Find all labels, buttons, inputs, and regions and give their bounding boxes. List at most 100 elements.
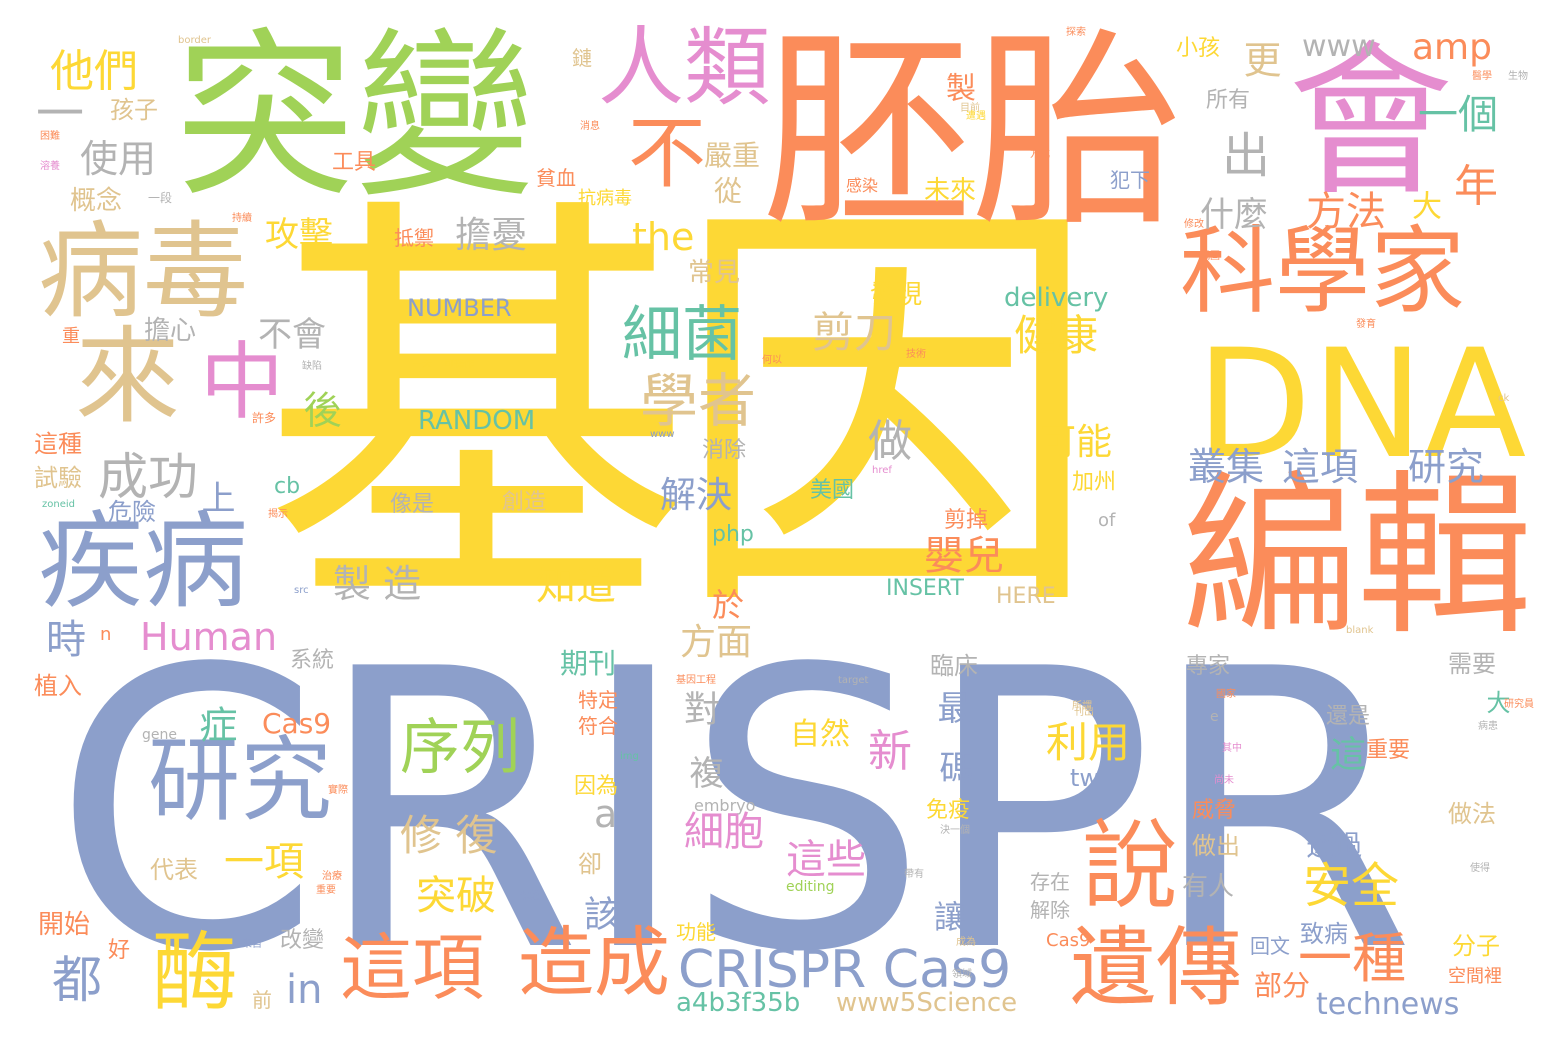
word-yichuan: 遺傳 (1070, 918, 1242, 1018)
word-guojia: 國家 (1216, 689, 1236, 700)
word-chixu: 持續 (232, 213, 252, 224)
word-rang: 讓 (929, 900, 967, 932)
word-bingdu: 病毒 (38, 211, 249, 333)
word-xiangshi: 像是 (390, 492, 435, 517)
word-qizhong: 其中 (1222, 743, 1242, 754)
word-bufen: 部分 (1254, 969, 1311, 1002)
word-mianyi: 免疫 (926, 798, 971, 823)
word-shi: 時 (39, 618, 85, 658)
word-zui: 最 (931, 690, 971, 724)
word-mei: 酶 (152, 923, 238, 1023)
word-xin: 新 (868, 726, 912, 777)
word-fangshi: 方式 (1030, 149, 1050, 160)
word-weilai: 未來 (924, 176, 977, 206)
word-peitai: 胚胎 (762, 10, 1183, 255)
word-href: href (872, 465, 892, 476)
word-of: of (1098, 510, 1116, 531)
word-diyu: 抵禦 (394, 226, 434, 250)
word-shitu: 試圖 (1200, 251, 1220, 262)
word-gene: gene (142, 727, 177, 743)
word-jieshi: 揭示 (268, 509, 288, 520)
word-random: RANDOM (418, 406, 536, 436)
word-shangwei: 尚未 (1214, 775, 1234, 786)
word-src: src (294, 585, 309, 596)
word-zhongyao: 重要 (1366, 738, 1411, 763)
word-meiguo: 美國 (810, 478, 855, 503)
word-lai: 來 (75, 316, 181, 438)
word-linchuang: 臨床 (930, 652, 978, 680)
word-jiyingongcheng: 基因工程 (676, 675, 716, 686)
word-bianji: 編輯 (1182, 456, 1532, 659)
word-in: in (286, 967, 323, 1013)
word-yinger: 嬰兒 (924, 533, 1004, 579)
word-xitong: 系統 (290, 648, 335, 673)
word-www5science: www5Science (836, 988, 1018, 1018)
word-fanxia: 犯下 (1110, 168, 1150, 192)
word-weixie: 威脅 (1192, 798, 1237, 823)
word-ganran: 感染 (846, 176, 879, 195)
word-haishi: 還是 (1326, 704, 1371, 729)
word-crispr-large: CRISPR (52, 588, 1416, 1036)
word-dui: 對 (678, 690, 719, 726)
word-img: img (620, 751, 639, 762)
word-dna: DNA (1196, 318, 1527, 492)
word-zhiru: 植入 (34, 672, 82, 700)
word-kongjianli: 空間裡 (1448, 966, 1502, 987)
word-jiyin: 基因 (262, 165, 1102, 665)
word-ma: 碼 (933, 750, 973, 784)
word-congji: 叢集 (1188, 445, 1265, 489)
word-amp: amp (1412, 27, 1492, 68)
word-baohu: 保護 (520, 891, 540, 902)
word-tupo: 突破 (416, 873, 496, 919)
word-shide: 使得 (1470, 863, 1490, 874)
word-xulie: 序列 (400, 713, 520, 783)
word-zhizao: 製 造 (333, 562, 422, 606)
word-heyi: 何以 (762, 355, 782, 366)
word-bu: 不 (628, 109, 707, 199)
word-embryo: embryo (694, 796, 756, 815)
word-yanzhong: 嚴重 (704, 139, 761, 172)
word-cas9-a: Cas9 (262, 707, 332, 740)
word-zhexiang-large: 這項 (340, 926, 485, 1010)
word-delivery: delivery (1004, 283, 1109, 313)
word-shiyong: 使用 (80, 137, 157, 181)
word-xiugai: 修改 (1184, 219, 1204, 230)
word-kunnan: 困難 (40, 131, 60, 142)
word-lian: 鏈 (572, 46, 592, 70)
word-suoyou: 所有 (1206, 88, 1251, 113)
word-cunzai: 存在 (1030, 870, 1070, 894)
word-jiechu: 解除 (1030, 898, 1070, 922)
word-zhe: 這 (1324, 735, 1365, 771)
word-zhidao: 知道 (536, 563, 616, 609)
word-xibao: 細胞 (684, 809, 764, 855)
word-xuyao: 需要 (1448, 650, 1496, 678)
word-e: e (1210, 709, 1219, 725)
word-shuo: 說 (1082, 810, 1178, 922)
word-zhiliao: 治療 (322, 871, 342, 882)
word-chengwei: 成為 (956, 937, 976, 948)
word-blank: blank (1346, 625, 1374, 636)
word-suowei: 所謂 (1072, 701, 1092, 712)
word-yige: 一個 (1418, 92, 1498, 138)
word-dou: 都 (52, 951, 102, 1009)
word-changjian: 常見 (688, 258, 741, 288)
word-youren: 有人 (1182, 872, 1235, 902)
word-jiankang: 健康 (1014, 311, 1099, 360)
word-border: border (178, 35, 212, 46)
word-daiyou: 帶有 (904, 869, 924, 880)
word-kexuejia: 科學家 (1180, 217, 1466, 327)
word-target: target (838, 675, 869, 686)
word-xiaochu: 消除 (702, 438, 747, 463)
word-shang: 上 (195, 480, 235, 514)
word-cb: cb (274, 474, 301, 499)
word-yu: 於 (707, 588, 745, 620)
word-zheng: 症 (193, 705, 237, 743)
word-shengwu: 生物 (1508, 71, 1528, 82)
word-yinwei: 因為 (574, 774, 619, 799)
word-zaocheng: 造成 (518, 918, 670, 1007)
word-editing: editing (786, 879, 835, 895)
word-hao: 好 (108, 938, 131, 963)
word-nian: 年 (1454, 161, 1498, 212)
word-xuezhe: 學者 (640, 367, 757, 435)
word-jiejue: 解決 (660, 475, 733, 516)
